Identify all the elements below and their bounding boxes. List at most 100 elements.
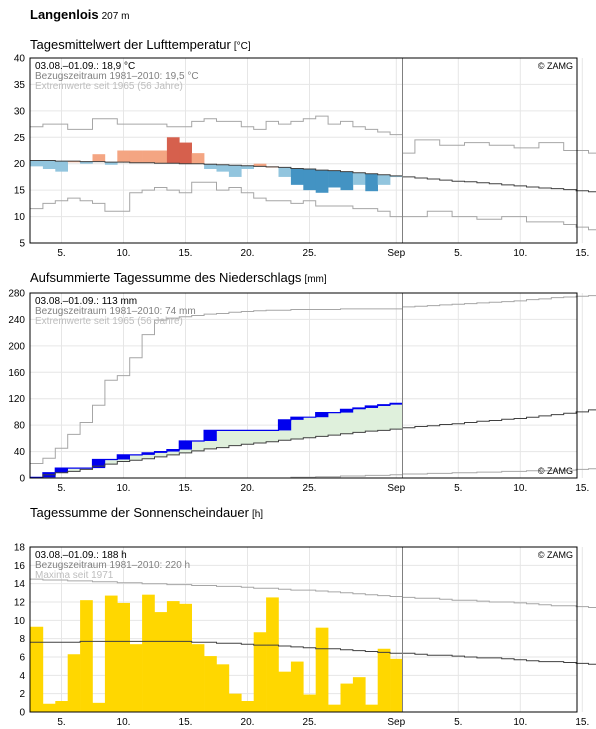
legend-extremes: Extremwerte seit 1965 (56 Jahre): [35, 316, 183, 327]
y-tick-label: 80: [14, 421, 26, 432]
sunshine-unit: [h]: [251, 509, 264, 520]
temperature-anomaly-bar: [340, 171, 354, 191]
sunshine-bar: [278, 671, 292, 712]
y-tick-label: 2: [19, 689, 25, 700]
copyright-label: © ZAMG: [538, 466, 573, 476]
sunshine-chart: 0 2 4 6 8 10 12 14 16 18 5. 10. 15. 20. 25. Sep 5. 10. 15.…: [14, 543, 596, 728]
y-tick-label: 280: [8, 289, 25, 300]
x-tick-label: 20.: [241, 248, 255, 259]
temperature-anomaly-bar: [55, 161, 68, 172]
x-tick-label: 15.: [575, 248, 589, 259]
y-tick-label: 16: [14, 561, 26, 572]
y-tick-label: 10: [14, 212, 26, 223]
sunshine-bar: [191, 644, 205, 712]
x-tick-label: 10.: [117, 248, 131, 259]
x-tick-label: 10.: [117, 717, 131, 728]
temperature-anomaly-bar: [179, 142, 192, 164]
sunshine-bar: [328, 704, 341, 712]
temperature-anomaly-bar: [67, 161, 81, 163]
x-tick-label: 20.: [241, 717, 255, 728]
daily-precipitation-bar: [365, 405, 378, 408]
temperature-anomaly-bar: [377, 174, 391, 185]
copyright-label: © ZAMG: [538, 61, 573, 71]
temperature-anomaly-bar: [253, 163, 267, 167]
plot-frame: [29, 57, 578, 244]
precipitation-chart-title: Aufsummierte Tagessumme des Niederschlag…: [30, 270, 327, 285]
x-tick-label: 15.: [179, 248, 193, 259]
sunshine-title-text: Tagessumme der Sonnenscheindauer: [30, 505, 249, 520]
sunshine-bar: [315, 627, 329, 712]
temperature-anomaly-bar: [352, 172, 366, 185]
sunshine-chart-title: Tagessumme der Sonnenscheindauer [h]: [30, 505, 263, 520]
y-tick-label: 120: [8, 394, 25, 405]
precipitation-title-text: Aufsummierte Tagessumme des Niederschlag…: [30, 270, 302, 285]
legend-reference: Bezugszeitraum 1981–2010: 19,5 °C: [35, 71, 199, 82]
temperature-anomaly-bar: [104, 162, 118, 165]
daily-precipitation-bar: [278, 419, 292, 431]
legend-current: 03.08.–01.09.: 188 h: [35, 550, 127, 561]
temperature-anomaly-bar: [216, 164, 230, 172]
normal-line: [30, 409, 596, 479]
legend-reference: Bezugszeitraum 1981–2010: 74 mm: [35, 306, 196, 317]
x-tick-label: 5.: [57, 248, 65, 259]
temperature-anomaly-bar: [365, 173, 378, 192]
sunshine-bar: [179, 603, 192, 712]
sunshine-bar: [340, 683, 354, 712]
sunshine-bar: [42, 703, 56, 712]
y-tick-label: 240: [8, 315, 25, 326]
max-extreme-line: [30, 295, 596, 464]
y-tick-label: 8: [19, 634, 25, 645]
station-header: Langenlois 207 m: [30, 7, 129, 22]
daily-precipitation-bar: [390, 403, 403, 405]
daily-precipitation-bar: [204, 430, 217, 441]
temperature-anomaly-bar: [92, 154, 106, 162]
y-tick-label: 18: [14, 543, 26, 554]
daily-precipitation-bar: [290, 417, 304, 420]
legend-current: 03.08.–01.09.: 18,9 °C: [35, 61, 135, 72]
max-extreme-line: [30, 578, 596, 608]
x-tick-label: 20.: [241, 483, 255, 494]
y-tick-label: 15: [14, 186, 26, 197]
y-tick-label: 0: [19, 708, 25, 719]
sunshine-bar: [352, 677, 366, 712]
sunshine-bar: [241, 701, 254, 712]
x-tick-label: 25.: [303, 483, 317, 494]
sunshine-bar: [266, 597, 279, 712]
temperature-anomaly-bar: [166, 137, 180, 164]
sunshine-bar: [142, 594, 155, 712]
x-tick-label: 15.: [575, 483, 589, 494]
x-tick-label: 5.: [57, 717, 65, 728]
temperature-anomaly-bar: [42, 160, 56, 169]
daily-precipitation-bar: [142, 452, 155, 455]
temperature-anomaly-bar: [30, 160, 44, 167]
legend-reference: Bezugszeitraum 1981–2010: 220 h: [35, 560, 190, 571]
sunshine-bar: [290, 661, 304, 712]
y-tick-label: 14: [14, 579, 26, 590]
daily-precipitation-bar: [117, 454, 130, 460]
temperature-chart: 5 10 15 20 25 30 35 40 5. 10. 15. 20. 25. Sep 5. 10. 15.…: [14, 54, 596, 259]
temperature-anomaly-bar: [191, 153, 205, 164]
normal-line: [30, 640, 596, 665]
temperature-anomaly-bar: [303, 169, 316, 191]
y-tick-label: 30: [14, 106, 26, 117]
station-altitude: 207 m: [101, 11, 130, 22]
plot-frame: [29, 546, 578, 713]
y-tick-label: 40: [14, 447, 26, 458]
sunshine-bar: [303, 694, 316, 712]
sunshine-bar: [104, 595, 118, 712]
temperature-anomaly-bar: [241, 165, 254, 169]
daily-precipitation-bar: [315, 412, 329, 418]
y-tick-label: 10: [14, 616, 26, 627]
temperature-anomaly-bar: [228, 165, 242, 177]
temperature-unit: [°C]: [233, 41, 251, 52]
sunshine-bar: [154, 612, 168, 712]
sunshine-bar: [204, 656, 217, 712]
x-tick-label: 25.: [303, 717, 317, 728]
daily-precipitation-bar: [92, 459, 106, 469]
x-tick-label: 10.: [513, 483, 527, 494]
daily-precipitation-bar: [179, 441, 192, 450]
x-tick-label: 25.: [303, 248, 317, 259]
sunshine-bar: [365, 704, 378, 712]
daily-precipitation-bar: [340, 409, 354, 413]
y-tick-label: 5: [19, 239, 25, 250]
